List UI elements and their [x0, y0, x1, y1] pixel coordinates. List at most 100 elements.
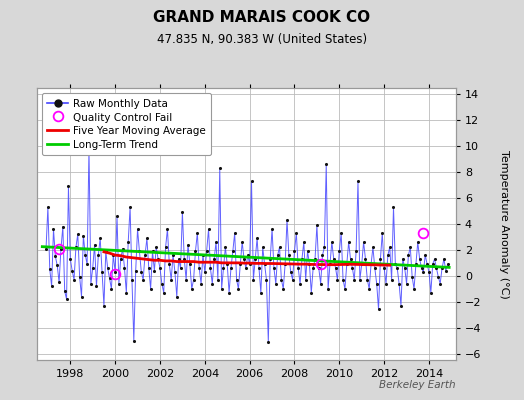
Point [354, 178, 362, 184]
Point [128, 276, 136, 283]
Point [232, 276, 241, 283]
Point [417, 265, 425, 271]
Point [75, 274, 84, 280]
Point [357, 261, 366, 267]
Point [102, 248, 110, 254]
Point [107, 286, 116, 292]
Point [217, 286, 226, 292]
Point [202, 248, 211, 254]
Point [395, 280, 403, 287]
Point [234, 286, 243, 292]
Point [78, 293, 86, 300]
Point [221, 244, 230, 250]
Point [156, 265, 164, 271]
Point [148, 248, 157, 254]
Point [51, 253, 60, 260]
Point [348, 265, 356, 271]
Point [438, 265, 446, 271]
Point [288, 276, 297, 283]
Point [406, 244, 414, 250]
Point [296, 280, 304, 287]
Point [129, 337, 138, 344]
Point [210, 256, 219, 262]
Point [165, 261, 173, 267]
Point [266, 256, 275, 262]
Point [139, 276, 147, 283]
Point [389, 204, 398, 210]
Point [399, 256, 407, 262]
Point [257, 290, 265, 296]
Point [92, 283, 101, 289]
Point [292, 230, 301, 236]
Point [73, 231, 82, 238]
Y-axis label: Temperature Anomaly (°C): Temperature Anomaly (°C) [499, 150, 509, 298]
Point [281, 261, 289, 267]
Point [376, 256, 385, 262]
Point [91, 242, 99, 248]
Point [412, 261, 420, 267]
Point [397, 302, 405, 309]
Point [137, 269, 146, 275]
Point [158, 280, 166, 287]
Point [253, 235, 261, 242]
Point [268, 226, 276, 232]
Point [294, 265, 302, 271]
Point [223, 261, 232, 267]
Point [193, 230, 202, 236]
Point [391, 261, 399, 267]
Point [260, 261, 269, 267]
Point [64, 183, 73, 190]
Point [121, 265, 129, 271]
Point [255, 265, 263, 271]
Point [111, 269, 119, 275]
Point [206, 265, 215, 271]
Point [152, 244, 160, 250]
Point [146, 286, 155, 292]
Point [410, 286, 418, 292]
Point [387, 276, 396, 283]
Point [225, 290, 233, 296]
Point [68, 268, 77, 274]
Point [324, 286, 332, 292]
Point [290, 248, 299, 254]
Point [442, 268, 450, 274]
Point [59, 223, 67, 230]
Point [374, 306, 383, 313]
Point [275, 244, 283, 250]
Point [311, 256, 319, 262]
Point [380, 265, 388, 271]
Text: Berkeley Earth: Berkeley Earth [379, 380, 456, 390]
Point [367, 261, 375, 267]
Point [141, 252, 149, 258]
Point [115, 280, 123, 287]
Point [172, 293, 181, 300]
Point [352, 248, 361, 254]
Point [322, 161, 331, 168]
Point [301, 276, 310, 283]
Point [60, 288, 69, 294]
Point [154, 256, 162, 262]
Point [443, 261, 452, 267]
Point [373, 280, 381, 287]
Point [100, 302, 108, 309]
Point [145, 265, 153, 271]
Point [105, 275, 114, 282]
Point [350, 276, 358, 283]
Point [180, 256, 189, 262]
Point [150, 268, 159, 274]
Point [46, 266, 54, 272]
Point [62, 296, 71, 302]
Point [318, 252, 326, 258]
Point [356, 276, 364, 283]
Point [48, 283, 56, 289]
Point [118, 246, 127, 252]
Point [413, 239, 422, 245]
Point [43, 204, 52, 210]
Point [416, 256, 424, 262]
Point [251, 256, 259, 262]
Point [307, 290, 315, 296]
Point [96, 235, 104, 242]
Point [79, 232, 88, 239]
Point [122, 290, 130, 296]
Point [159, 290, 168, 296]
